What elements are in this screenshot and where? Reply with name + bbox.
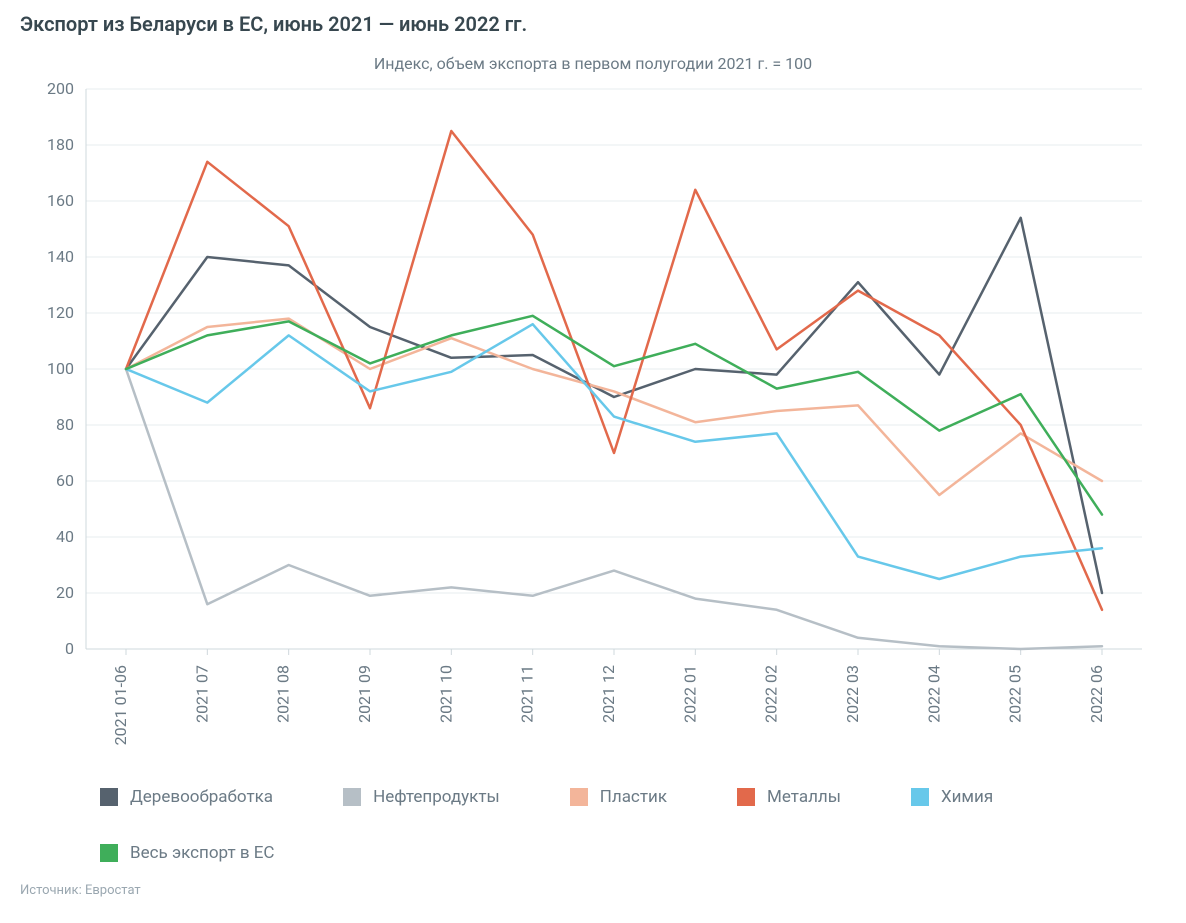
legend-swatch xyxy=(100,788,118,806)
legend-label: Химия xyxy=(941,787,993,807)
legend-swatch xyxy=(737,788,755,806)
svg-text:2021 08: 2021 08 xyxy=(274,665,293,723)
legend-label: Весь экспорт в ЕС xyxy=(130,843,275,863)
legend-label: Металлы xyxy=(767,787,841,807)
x-tick-label: 2022 03 xyxy=(843,665,862,723)
x-tick-label: 2021 07 xyxy=(192,665,211,723)
legend-label: Деревообработка xyxy=(130,787,273,807)
svg-text:2022 01: 2022 01 xyxy=(680,665,699,723)
legend-swatch xyxy=(100,844,118,862)
svg-text:2022 02: 2022 02 xyxy=(762,665,781,723)
y-tick: 60 xyxy=(56,471,74,490)
svg-text:140: 140 xyxy=(47,247,74,266)
svg-text:200: 200 xyxy=(47,79,74,98)
x-tick-label: 2022 05 xyxy=(1006,665,1025,723)
x-tick-label: 2021 01-06 xyxy=(111,665,130,745)
svg-text:2022 05: 2022 05 xyxy=(1006,665,1025,723)
chart-subtitle: Индекс, объем экспорта в первом полугоди… xyxy=(20,54,1166,73)
y-tick: 80 xyxy=(56,415,74,434)
svg-text:2022 06: 2022 06 xyxy=(1087,665,1106,723)
series-metals xyxy=(126,131,1102,610)
chart-svg: 0 20 40 60 80 100 120 140 160 180 200 2021 01-06 202… xyxy=(20,79,1166,769)
svg-text:2021 11: 2021 11 xyxy=(518,665,537,723)
svg-text:2021 07: 2021 07 xyxy=(192,665,211,723)
svg-text:0: 0 xyxy=(65,639,74,658)
x-tick-label: 2022 06 xyxy=(1087,665,1106,723)
svg-text:2022 04: 2022 04 xyxy=(924,665,943,723)
svg-text:2021 01-06: 2021 01-06 xyxy=(111,665,130,745)
x-tick-label: 2022 01 xyxy=(680,665,699,723)
x-tick-label: 2021 11 xyxy=(518,665,537,723)
svg-text:160: 160 xyxy=(47,191,74,210)
y-tick: 0 xyxy=(65,639,74,658)
legend-item-metals: Металлы xyxy=(737,787,841,807)
legend-label: Пластик xyxy=(600,787,667,807)
y-tick: 140 xyxy=(47,247,74,266)
legend-swatch xyxy=(343,788,361,806)
svg-text:100: 100 xyxy=(47,359,74,378)
svg-text:60: 60 xyxy=(56,471,74,490)
svg-text:40: 40 xyxy=(56,527,74,546)
svg-text:2021 10: 2021 10 xyxy=(436,665,455,723)
svg-text:2021 12: 2021 12 xyxy=(599,665,618,723)
y-tick: 100 xyxy=(47,359,74,378)
legend-item-oil: Нефтепродукты xyxy=(343,787,500,807)
source-note: Источник: Евростат xyxy=(20,883,1166,898)
page-title: Экспорт из Беларуси в ЕС, июнь 2021 — ию… xyxy=(20,12,1166,36)
legend-item-wood: Деревообработка xyxy=(100,787,273,807)
svg-text:2022 03: 2022 03 xyxy=(843,665,862,723)
x-tick-label: 2021 12 xyxy=(599,665,618,723)
svg-text:180: 180 xyxy=(47,135,74,154)
legend-item-plastic: Пластик xyxy=(570,787,667,807)
y-tick: 180 xyxy=(47,135,74,154)
legend-swatch xyxy=(570,788,588,806)
series-oil xyxy=(126,369,1102,649)
y-tick: 160 xyxy=(47,191,74,210)
svg-text:120: 120 xyxy=(47,303,74,322)
legend-item-chem: Химия xyxy=(911,787,993,807)
y-tick: 20 xyxy=(56,583,74,602)
legend-label: Нефтепродукты xyxy=(373,787,500,807)
svg-text:20: 20 xyxy=(56,583,74,602)
x-tick-label: 2021 08 xyxy=(274,665,293,723)
x-tick-label: 2021 09 xyxy=(355,665,374,723)
svg-text:2021 09: 2021 09 xyxy=(355,665,374,723)
line-chart: 0 20 40 60 80 100 120 140 160 180 200 2021 01-06 202… xyxy=(20,79,1166,769)
y-tick: 40 xyxy=(56,527,74,546)
legend: Деревообработка Нефтепродукты Пластик Метал… xyxy=(20,769,1166,863)
x-tick-label: 2022 04 xyxy=(924,665,943,723)
legend-item-total: Весь экспорт в ЕС xyxy=(100,843,275,863)
svg-text:80: 80 xyxy=(56,415,74,434)
y-tick: 120 xyxy=(47,303,74,322)
x-tick-label: 2021 10 xyxy=(436,665,455,723)
y-tick: 200 xyxy=(47,79,74,98)
legend-swatch xyxy=(911,788,929,806)
x-tick-label: 2022 02 xyxy=(762,665,781,723)
